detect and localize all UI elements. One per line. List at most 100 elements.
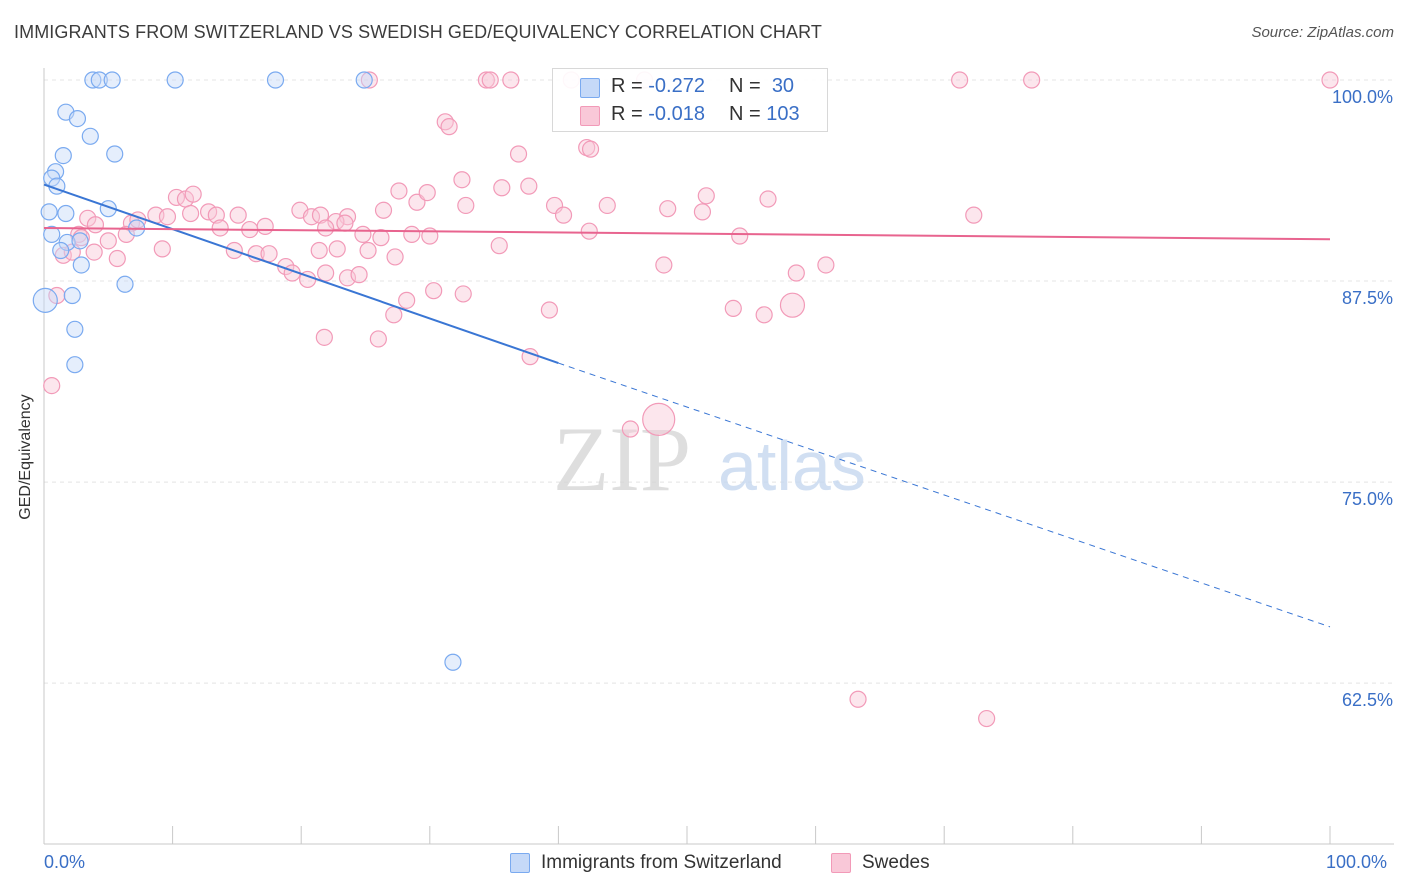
swedes-point (54, 246, 72, 264)
switzerland-point (116, 275, 134, 293)
swedes-point (372, 229, 390, 247)
n-label: N = (729, 103, 767, 125)
y-axis-title: GED/Equivalency (17, 394, 34, 520)
switzerland-point (57, 204, 75, 223)
swedes-points (43, 71, 1339, 728)
trend-lines (43, 183, 1331, 628)
swedes-point (153, 240, 171, 258)
swedes-point (310, 241, 328, 260)
swedes-point (211, 219, 229, 237)
switzerland-point (40, 203, 58, 221)
swedes-point (1023, 71, 1041, 89)
swedes-trend-line (43, 226, 1331, 241)
swedes-point (359, 241, 377, 260)
swedes-point (256, 217, 274, 235)
x-tick-min: 0.0% (44, 852, 86, 872)
swedes-point (453, 171, 471, 189)
swedes-point (457, 196, 475, 215)
swedes-point (184, 185, 202, 203)
watermark-atlas: atlas (718, 427, 866, 505)
swedes-point (207, 206, 225, 224)
r-stat: R = -0.018 (611, 103, 705, 126)
swedes-point (1321, 71, 1339, 89)
swedes-point (659, 200, 677, 218)
swedes-point (493, 179, 511, 197)
switzerland-trend-line (43, 183, 559, 365)
swedes-point (849, 690, 867, 708)
swedes-point (317, 219, 335, 237)
swedes-point (554, 206, 573, 224)
swedes-point (481, 71, 499, 89)
switzerland-point (355, 71, 373, 89)
swedes-point (697, 187, 715, 205)
switzerland-point (63, 286, 81, 305)
n-value: 30 (771, 75, 795, 97)
r-label: R = (611, 103, 649, 125)
swedes-point (86, 216, 105, 234)
swedes-point (477, 71, 495, 89)
swedes-point (787, 264, 805, 282)
switzerland-point (68, 110, 87, 128)
swedes-point (440, 118, 458, 136)
swedes-point (642, 402, 676, 436)
swedes-point (655, 256, 673, 274)
r-value: -0.018 (648, 103, 705, 125)
switzerland-points (32, 71, 462, 671)
legend-switzerland-swatch (510, 853, 530, 873)
swedes-point (425, 282, 443, 300)
n-label: N = (729, 75, 767, 97)
swedes-point (374, 201, 393, 219)
chart-title: IMMIGRANTS FROM SWITZERLAND VS SWEDISH G… (14, 22, 822, 42)
swedes-point (386, 248, 404, 266)
switzerland-point (81, 127, 99, 145)
swedes-point (509, 145, 528, 163)
swedes-point (328, 240, 346, 258)
switzerland-trend-extension (558, 362, 1331, 628)
n-value: 103 (766, 103, 800, 125)
swedes-point (117, 225, 135, 244)
swedes-point (336, 214, 354, 232)
swedes-point (182, 204, 200, 223)
legend-switzerland-label: Immigrants from Switzerland (541, 852, 782, 873)
switzerland-point (66, 356, 84, 374)
swedes-point (779, 292, 806, 318)
switzerland-point (52, 241, 70, 260)
switzerland-point (266, 71, 285, 89)
watermark-zip: ZIP (553, 408, 691, 510)
r-label: R = (611, 75, 649, 97)
source-note: Source: ZipAtlas.com (1251, 24, 1394, 41)
switzerland-point (43, 225, 61, 244)
y-tick-label: 75.0% (1342, 489, 1393, 509)
swedes-point (724, 299, 742, 317)
swedes-point (385, 306, 403, 324)
y-tick-label: 100.0% (1332, 87, 1393, 107)
y-tick-label: 62.5% (1342, 690, 1393, 710)
switzerland-point (90, 71, 108, 89)
swedes-point (369, 330, 387, 348)
switzerland-point (66, 320, 84, 338)
legend-swedes-label: Swedes (862, 852, 930, 873)
swedes-point (229, 206, 247, 224)
swedes-point (621, 420, 640, 438)
swedes-point (490, 237, 508, 255)
swedes-point (354, 225, 372, 244)
swedes-point (317, 264, 335, 282)
swedes-point (311, 206, 330, 224)
swedes-point (540, 301, 558, 319)
n-stat: N = 30 (729, 75, 794, 98)
watermark: ZIP atlas (553, 408, 866, 510)
swedes-point (502, 71, 520, 89)
swedes-point (99, 232, 117, 250)
swedes-point (43, 377, 61, 395)
switzerland-swatch (580, 78, 600, 98)
y-tick-labels: 62.5% 75.0% 87.5% 100.0% (1332, 87, 1393, 710)
swedes-point (817, 256, 835, 274)
r-value: -0.272 (648, 75, 705, 97)
swedes-point (350, 266, 368, 284)
switzerland-point (71, 232, 89, 250)
stats-row-switzerland: R = -0.272 N = 30 (553, 73, 827, 101)
swedes-point (520, 177, 538, 195)
stats-row-swedes: R = -0.018 N = 103 (553, 101, 827, 129)
swedes-point (85, 243, 103, 261)
axes (43, 68, 1394, 845)
